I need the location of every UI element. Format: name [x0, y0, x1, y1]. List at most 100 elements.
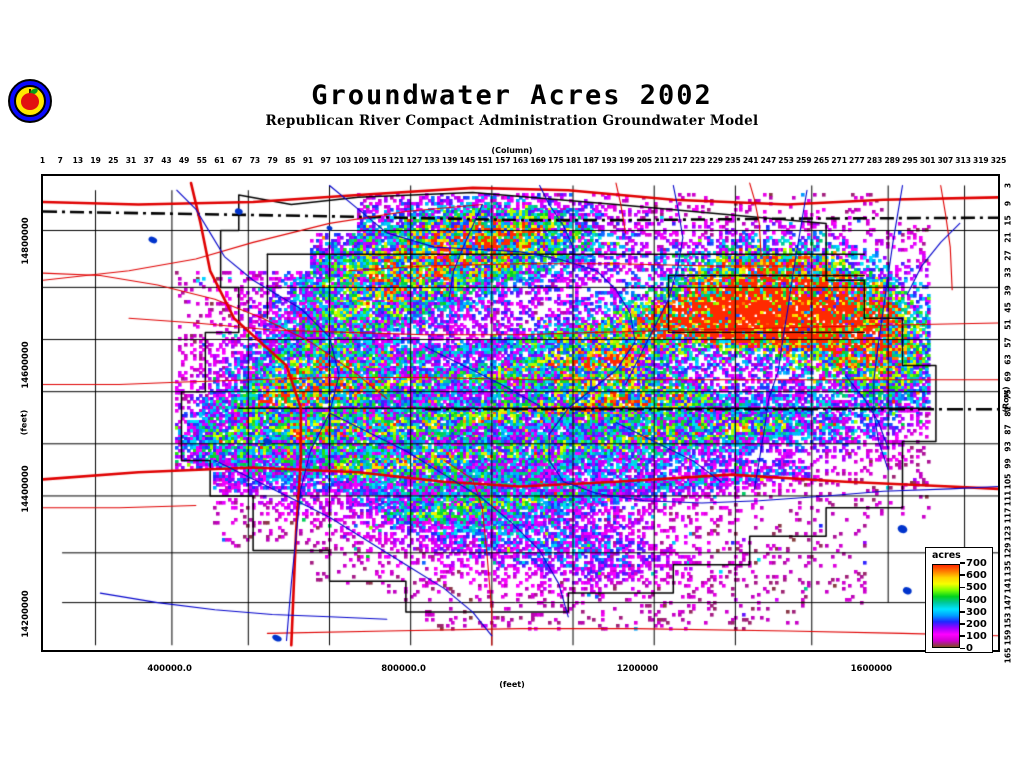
- right-axis-ticks: 3 9 15 21 27 33 39 45 51 57 63 69 75 81 87 93 99 105 111 11…: [1000, 174, 1022, 663]
- row-tick-label: 117: [1003, 508, 1013, 524]
- column-tick-label: 223: [689, 156, 706, 165]
- column-tick-label: 73: [249, 156, 261, 165]
- right-axis-label: (Row): [1001, 386, 1011, 413]
- column-tick-label: 205: [636, 156, 653, 165]
- legend-title: acres: [932, 550, 961, 561]
- row-tick-label: 15: [1003, 215, 1013, 226]
- column-tick-label: 91: [302, 156, 314, 165]
- row-tick-label: 123: [1003, 525, 1013, 542]
- legend-tick: 400: [960, 595, 987, 606]
- column-tick-label: 115: [371, 156, 387, 165]
- column-tick-label: 217: [672, 156, 688, 165]
- legend-colorbar: [932, 564, 960, 648]
- row-tick-label: 99: [1003, 458, 1013, 470]
- column-tick-label: 157: [494, 156, 511, 165]
- legend-tick: 300: [960, 607, 987, 618]
- row-tick-label: 57: [1003, 336, 1013, 348]
- row-tick-label: 93: [1003, 441, 1013, 452]
- column-tick-label: 313: [955, 156, 971, 165]
- column-tick-label: 31: [125, 156, 137, 165]
- legend-tick: 0: [960, 643, 973, 654]
- column-tick-label: 127: [406, 156, 423, 165]
- column-tick-label: 301: [919, 156, 936, 165]
- column-tick-label: 295: [902, 156, 918, 165]
- y-tick-label: 14800000: [21, 217, 31, 265]
- column-tick-label: 271: [831, 156, 847, 165]
- top-axis-label: (Column): [491, 146, 533, 155]
- column-tick-label: 97: [320, 156, 331, 165]
- page-subtitle: Republican River Compact Administration …: [265, 113, 759, 129]
- page-title: Groundwater Acres 2002: [311, 80, 713, 111]
- legend-tick: 600: [960, 570, 987, 581]
- bottom-axis-label: (feet): [499, 680, 525, 689]
- x-tick-label: 400000.0: [147, 664, 192, 674]
- row-tick-label: 159: [1003, 629, 1013, 646]
- row-tick-label: 33: [1003, 267, 1013, 278]
- column-tick-label: 103: [335, 156, 352, 165]
- x-tick-label: 1600000: [850, 664, 893, 674]
- top-axis-ticks: 1 7 13 19 25 31 37 43 49 55 61 67 73 79 85 91 97 103 109 11…: [39, 156, 1006, 168]
- x-tick-label: 800000.0: [381, 664, 426, 674]
- row-tick-label: 3: [1003, 183, 1013, 189]
- row-tick-label: 105: [1003, 473, 1013, 490]
- row-tick-label: 147: [1003, 595, 1013, 611]
- y-tick-label: 14200000: [21, 589, 31, 638]
- bottom-axis-ticks: 400000.0 800000.0 1200000 1600000: [41, 664, 1000, 678]
- left-axis-label: (feet): [19, 409, 29, 436]
- column-tick-label: 199: [618, 156, 635, 165]
- row-tick-label: 87: [1003, 423, 1013, 435]
- column-tick-label: 325: [990, 156, 1007, 165]
- row-tick-label: 63: [1003, 354, 1013, 365]
- row-tick-label: 129: [1003, 542, 1013, 559]
- y-tick-label: 14600000: [21, 341, 31, 389]
- column-tick-label: 79: [267, 156, 278, 165]
- column-tick-label: 1: [39, 156, 46, 165]
- column-tick-label: 211: [654, 156, 670, 165]
- column-tick-label: 175: [548, 156, 564, 165]
- column-tick-label: 61: [214, 156, 225, 165]
- legend-tick: 500: [960, 582, 987, 593]
- legend-panel: acres 700 600 500 400 300 200 100 0: [925, 547, 994, 654]
- column-tick-label: 193: [601, 156, 617, 165]
- y-tick-label: 14400000: [21, 465, 31, 514]
- row-tick-label: 135: [1003, 560, 1013, 576]
- column-tick-label: 49: [178, 156, 190, 165]
- column-tick-label: 247: [760, 156, 777, 165]
- row-tick-label: 51: [1003, 319, 1013, 331]
- column-tick-label: 181: [565, 156, 582, 165]
- column-tick-label: 25: [108, 156, 119, 165]
- column-tick-label: 277: [849, 156, 865, 165]
- x-tick-label: 1200000: [616, 664, 659, 674]
- column-tick-label: 67: [232, 156, 243, 165]
- column-tick-label: 229: [707, 156, 724, 165]
- column-tick-label: 109: [353, 156, 369, 165]
- column-tick-label: 139: [441, 156, 458, 165]
- apple-logo: [5, 78, 57, 126]
- row-tick-label: 27: [1003, 250, 1013, 261]
- legend-tick-labels: 700 600 500 400 300 200 100 0: [960, 558, 994, 654]
- legend-tick: 200: [960, 619, 987, 630]
- column-tick-label: 145: [459, 156, 476, 165]
- column-tick-label: 37: [143, 156, 154, 165]
- column-tick-label: 235: [725, 156, 741, 165]
- column-tick-label: 241: [742, 156, 759, 165]
- column-tick-label: 7: [57, 156, 63, 165]
- row-tick-label: 21: [1003, 232, 1013, 244]
- row-tick-label: 141: [1003, 577, 1013, 594]
- column-tick-label: 133: [424, 156, 440, 165]
- row-tick-label: 69: [1003, 371, 1013, 383]
- row-tick-label: 9: [1003, 200, 1013, 206]
- column-tick-label: 55: [196, 156, 208, 165]
- legend-tick: 700: [960, 558, 987, 569]
- column-tick-label: 163: [512, 156, 529, 165]
- column-tick-label: 85: [285, 156, 296, 165]
- column-tick-label: 289: [884, 156, 901, 165]
- column-tick-label: 151: [477, 156, 493, 165]
- column-tick-label: 121: [388, 156, 405, 165]
- row-tick-label: 111: [1003, 490, 1013, 507]
- row-tick-label: 153: [1003, 612, 1013, 629]
- groundwater-heatmap-canvas: [43, 176, 998, 650]
- row-tick-label: 39: [1003, 284, 1013, 296]
- column-tick-label: 253: [778, 156, 794, 165]
- map-plot-area: [41, 174, 1000, 652]
